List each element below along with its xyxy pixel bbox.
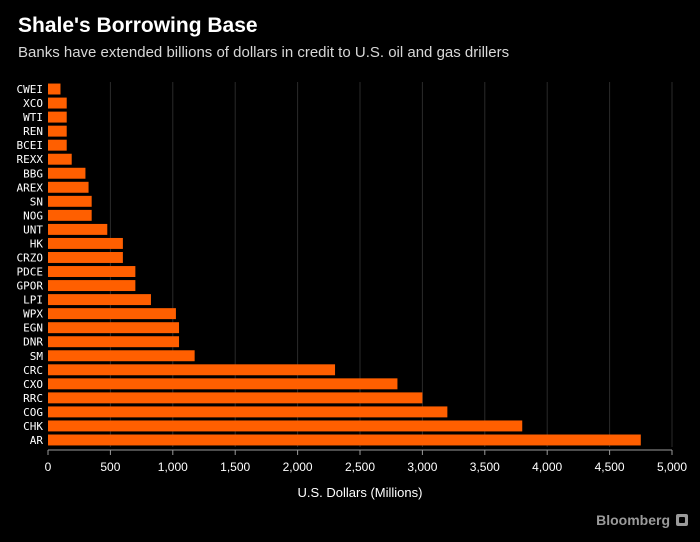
category-label: SN <box>30 195 43 208</box>
category-label: DNR <box>23 336 43 349</box>
bar <box>48 322 180 334</box>
category-label: AR <box>30 434 44 447</box>
category-label: RRC <box>23 392 43 405</box>
category-label: COG <box>23 406 43 419</box>
category-label: BCEI <box>17 139 44 152</box>
bar <box>48 378 398 390</box>
brand-logo: Bloomberg <box>596 512 688 528</box>
category-label: GPOR <box>17 280 44 293</box>
bar <box>48 167 86 179</box>
category-label: WPX <box>23 308 43 321</box>
x-tick-label: 2,500 <box>345 460 375 474</box>
bar <box>48 266 136 277</box>
chart-subtitle: Banks have extended billions of dollars … <box>18 44 510 61</box>
bar <box>48 350 195 362</box>
category-label: CXO <box>23 378 43 391</box>
category-label: BBG <box>23 167 43 180</box>
bar <box>48 111 67 123</box>
category-label: XCO <box>23 97 43 110</box>
chart-title: Shale's Borrowing Base <box>18 14 258 37</box>
category-label: REN <box>23 125 43 138</box>
bar <box>48 97 67 109</box>
bar <box>48 195 92 207</box>
x-tick-label: 0 <box>45 460 52 474</box>
category-label: CHK <box>23 420 43 433</box>
category-label: CWEI <box>17 83 44 96</box>
bar <box>48 406 448 418</box>
bar <box>48 209 92 221</box>
bar <box>48 223 108 235</box>
x-tick-label: 3,500 <box>470 460 500 474</box>
category-label: HK <box>30 237 44 250</box>
x-tick-label: 4,500 <box>595 460 625 474</box>
category-label: SM <box>30 350 44 363</box>
category-label: REXX <box>17 153 44 166</box>
category-label: EGN <box>23 322 43 335</box>
x-tick-label: 5,000 <box>657 460 687 474</box>
bar <box>48 125 67 137</box>
bar <box>48 364 336 376</box>
bar <box>48 336 180 348</box>
category-label: PDCE <box>17 266 44 279</box>
bar <box>48 252 123 263</box>
category-label: AREX <box>17 181 44 194</box>
bar <box>48 83 61 95</box>
bar <box>48 420 523 432</box>
category-label: UNT <box>23 223 43 236</box>
category-label: NOG <box>23 209 43 222</box>
x-tick-label: 4,000 <box>532 460 562 474</box>
bar <box>48 181 89 193</box>
bloomberg-logo-icon <box>676 514 688 526</box>
bar <box>48 139 67 151</box>
x-axis-label: U.S. Dollars (Millions) <box>298 485 423 500</box>
bar <box>48 153 72 165</box>
bar <box>48 308 176 320</box>
bar <box>48 280 136 292</box>
bar <box>48 392 423 404</box>
bar <box>48 237 123 249</box>
bar <box>48 294 151 306</box>
bar <box>48 434 641 446</box>
brand-name: Bloomberg <box>596 512 670 528</box>
category-label: LPI <box>23 294 43 307</box>
category-label: WTI <box>23 111 43 124</box>
x-tick-label: 3,000 <box>407 460 437 474</box>
x-tick-label: 1,000 <box>158 460 188 474</box>
x-tick-label: 1,500 <box>220 460 250 474</box>
x-tick-label: 2,000 <box>283 460 313 474</box>
category-label: CRC <box>23 364 43 377</box>
category-label: CRZO <box>17 251 44 264</box>
x-tick-label: 500 <box>100 460 120 474</box>
